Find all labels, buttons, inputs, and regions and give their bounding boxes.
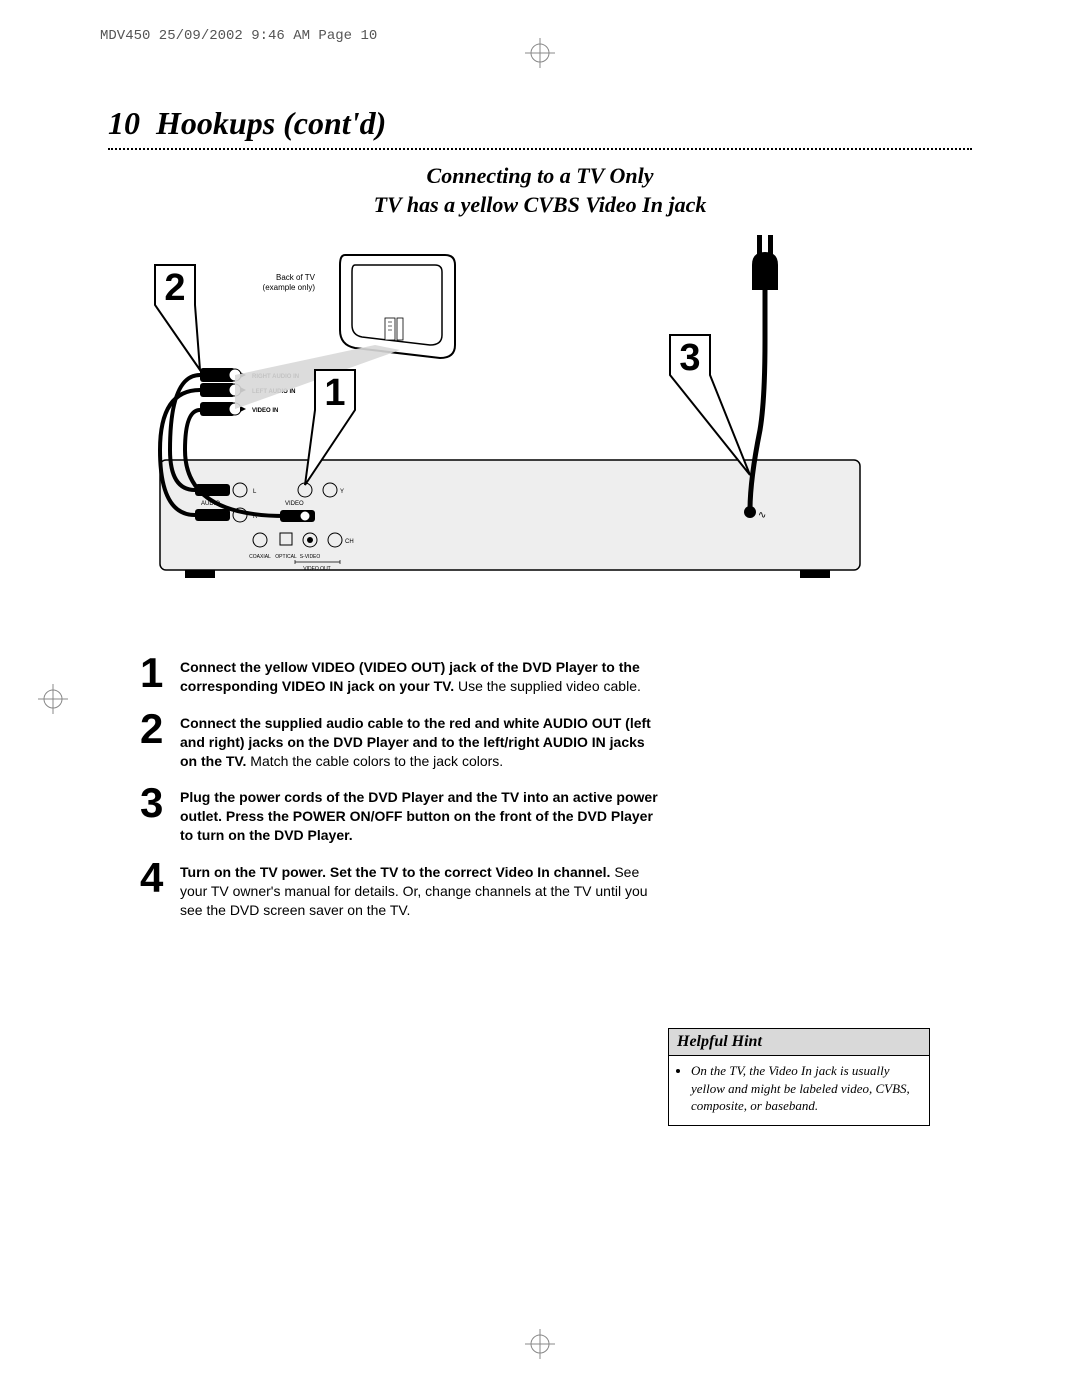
label-optical: OPTICAL [275,554,297,560]
label-y: Y [340,489,344,495]
label-svideo: S-VIDEO [300,554,321,560]
hint-title: Helpful Hint [669,1029,929,1056]
tv-label-2: (example only) [263,283,316,292]
step-text: Turn on the TV power. Set the TV to the … [180,859,660,920]
dotted-rule [108,148,972,150]
step-number: 2 [140,710,180,748]
label-video: VIDEO [285,501,304,507]
crop-mark-top [525,38,555,68]
helpful-hint-box: Helpful Hint On the TV, the Video In jac… [668,1028,930,1126]
crop-mark-left [38,684,68,714]
subtitle-line2: TV has a yellow CVBS Video In jack [0,191,1080,220]
subtitle: Connecting to a TV Only TV has a yellow … [0,162,1080,219]
subtitle-line1: Connecting to a TV Only [0,162,1080,191]
step-item: 1 Connect the yellow VIDEO (VIDEO OUT) j… [140,654,660,696]
tv-label-1: Back of TV [276,273,316,282]
hookup-diagram: L R AUDIO VIDEO Y CH COAXIAL OPTICAL S-V… [140,230,940,610]
step-text: Connect the yellow VIDEO (VIDEO OUT) jac… [180,654,660,696]
section-title: 10 Hookups (cont'd) [108,105,386,142]
step-item: 2 Connect the supplied audio cable to th… [140,710,660,771]
svg-text:∿: ∿ [758,510,766,521]
label-coaxial: COAXIAL [249,554,271,560]
step-text: Connect the supplied audio cable to the … [180,710,660,771]
section-name: Hookups (cont'd) [156,105,386,141]
crop-mark-bottom [525,1329,555,1359]
step-number: 1 [140,654,180,692]
step-text: Plug the power cords of the DVD Player a… [180,784,660,845]
page-number: 10 [108,105,140,141]
step-item: 3 Plug the power cords of the DVD Player… [140,784,660,845]
label-ch: CH [345,539,354,545]
callout-2: 2 [155,265,200,370]
page-crop-info: MDV450 25/09/2002 9:46 AM Page 10 [100,28,377,44]
hint-body: On the TV, the Video In jack is usually … [669,1056,929,1125]
step-number: 3 [140,784,180,822]
hint-text: On the TV, the Video In jack is usually … [691,1062,919,1115]
svg-text:3: 3 [679,337,700,379]
step-item: 4 Turn on the TV power. Set the TV to th… [140,859,660,920]
steps-list: 1 Connect the yellow VIDEO (VIDEO OUT) j… [140,654,660,934]
label-video-out: VIDEO OUT [303,566,331,572]
step-number: 4 [140,859,180,897]
svg-text:2: 2 [164,267,185,309]
callout-3: 3 [670,335,750,475]
svg-text:1: 1 [324,372,345,414]
label-video-in: VIDEO IN [252,408,278,414]
